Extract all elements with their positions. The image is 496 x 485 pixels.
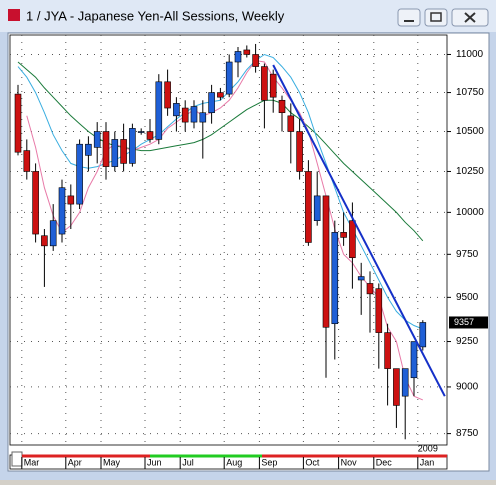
candle-body	[410, 341, 418, 379]
last-price-box	[449, 316, 488, 329]
candle-body	[208, 92, 215, 114]
candle-body	[41, 235, 48, 247]
scroll-handle[interactable]	[11, 451, 23, 467]
candle-body	[234, 51, 242, 63]
plot-area	[9, 34, 448, 446]
x-tick-label: May	[103, 457, 121, 467]
candle-body	[173, 103, 180, 117]
y-tick-label: 8750	[456, 428, 479, 439]
y-tick-label: 10750	[456, 87, 484, 98]
close-icon	[464, 12, 476, 23]
candle-body	[217, 92, 224, 98]
candle-body	[366, 283, 374, 295]
candle-body	[14, 93, 22, 153]
trendline	[272, 64, 446, 397]
y-tick-label: 9750	[456, 249, 479, 260]
candle-body	[278, 99, 286, 114]
candle-body	[375, 288, 383, 333]
candle-body	[199, 112, 207, 123]
candle-body	[287, 115, 295, 132]
y-tick-label: 10500	[456, 126, 484, 137]
x-tick-label: Nov	[341, 457, 358, 467]
candle-body	[129, 128, 136, 164]
candle-body	[146, 131, 154, 140]
candle-body	[120, 139, 127, 164]
candle-body	[305, 171, 312, 243]
year-label: 2009	[418, 443, 438, 453]
x-tick-label: Aug	[226, 457, 242, 467]
candle-body	[181, 107, 189, 123]
maximize-icon	[430, 12, 442, 22]
y-tick-label: 9500	[456, 292, 479, 303]
candle-body	[313, 195, 321, 221]
candle-body	[137, 131, 145, 133]
candle-body	[58, 187, 66, 235]
candle-body	[102, 131, 110, 167]
candle-body	[85, 143, 92, 156]
candle-body	[67, 195, 75, 205]
candle-body	[243, 49, 251, 55]
window-buttons	[397, 8, 489, 27]
app-icon	[8, 9, 20, 21]
x-tick-label: Mar	[24, 457, 40, 467]
candle-body	[164, 81, 171, 109]
candle-body	[261, 66, 268, 101]
x-tick-label: Jan	[420, 457, 435, 467]
candle-body	[111, 139, 119, 167]
y-tick-label: 11000	[456, 49, 484, 60]
candle-body	[340, 232, 347, 238]
candle-body	[357, 276, 365, 281]
x-tick-label: Jun	[147, 457, 162, 467]
y-tick-label: 10250	[456, 166, 484, 177]
y-tick-label: 9250	[456, 336, 479, 347]
candle-body	[76, 143, 83, 205]
candle-body	[349, 220, 356, 259]
candle-body	[190, 106, 198, 123]
x-tick-label: Dec	[376, 457, 393, 467]
x-tick-label: Jul	[182, 457, 194, 467]
candle-body	[296, 131, 303, 172]
candle-body	[384, 332, 391, 369]
x-tick-label: Sep	[261, 457, 277, 467]
minimize-button[interactable]	[397, 8, 421, 27]
y-tick-label: 9000	[456, 382, 479, 393]
candle-body	[269, 73, 277, 98]
last-price-label: 9357	[454, 317, 474, 327]
plot: 8750 9000 9250 9500 9750 10000 10250 10500 10750…	[10, 35, 488, 469]
candle-body	[252, 54, 259, 67]
candle-body	[32, 171, 39, 235]
candle-body	[93, 131, 101, 148]
window-title: 1 / JYA - Japanese Yen-All Sessions, Wee…	[26, 8, 285, 23]
maximize-button[interactable]	[424, 8, 448, 27]
candle-body	[49, 220, 57, 247]
candle-body	[322, 195, 330, 328]
candle-body	[225, 61, 233, 95]
candle-body	[419, 322, 427, 348]
y-tick-label: 10000	[456, 207, 484, 218]
candle-body	[393, 368, 400, 406]
candle-body	[155, 81, 163, 140]
moving-average	[17, 61, 424, 242]
x-tick-label: Apr	[68, 457, 82, 467]
moving-average	[26, 59, 423, 401]
x-tick-label: Oct	[305, 457, 320, 467]
candle-body	[23, 150, 31, 172]
candle-body	[331, 232, 339, 325]
candle-body	[401, 368, 409, 397]
